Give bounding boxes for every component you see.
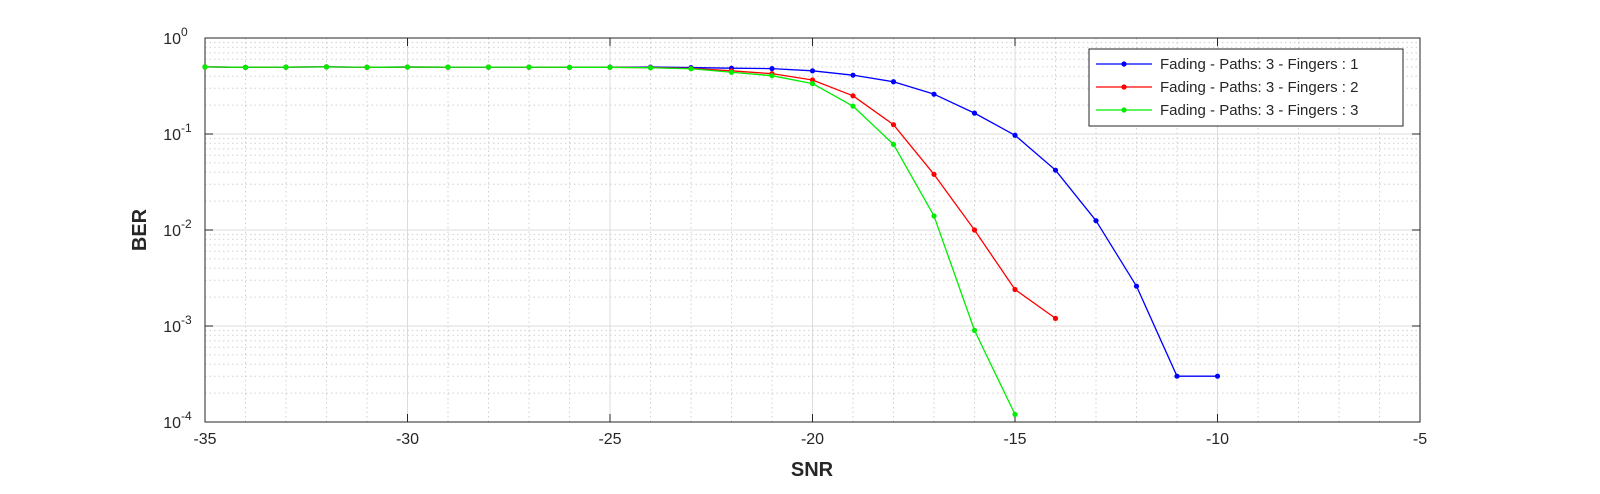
data-point (1174, 373, 1180, 379)
y-tick-exponent: -4 (181, 409, 192, 423)
legend-label-fingers-3: Fading - Paths: 3 - Fingers : 3 (1160, 102, 1358, 119)
legend: Fading - Paths: 3 - Fingers : 1 Fading -… (1088, 48, 1404, 127)
y-tick-exponent: -2 (181, 217, 192, 231)
data-point (971, 327, 978, 333)
legend-box (1088, 48, 1404, 127)
data-point (1012, 286, 1018, 293)
data-point (1012, 411, 1018, 417)
data-point (202, 64, 208, 70)
data-point (404, 64, 411, 70)
x-tick-label: -5 (1413, 431, 1427, 448)
data-point (1214, 373, 1221, 379)
y-tick-label: 10 (163, 415, 181, 432)
y-tick-label: 10 (163, 223, 181, 240)
data-point (485, 64, 492, 70)
data-point (526, 64, 532, 70)
data-point (1093, 218, 1099, 224)
legend-marker-fingers-2 (1121, 84, 1127, 90)
x-tick-label: -35 (193, 431, 216, 448)
x-tick-label: -10 (1206, 431, 1229, 448)
data-point (809, 80, 816, 87)
series-layer (202, 64, 1221, 417)
legend-marker-fingers-1 (1121, 61, 1127, 67)
data-point (1052, 167, 1059, 173)
data-point (647, 65, 654, 71)
legend-entry-fingers-2: Fading - Paths: 3 - Fingers : 2 (1096, 79, 1358, 96)
legend-entry-fingers-3: Fading - Paths: 3 - Fingers : 3 (1096, 102, 1358, 119)
data-point (809, 77, 816, 83)
data-point (566, 64, 573, 70)
y-tick-exponent: -3 (181, 313, 192, 327)
data-point (890, 141, 897, 147)
data-point (728, 69, 735, 75)
y-tick-label: 10 (163, 319, 181, 336)
legend-label-fingers-2: Fading - Paths: 3 - Fingers : 2 (1160, 79, 1358, 96)
y-tick-exponent: 0 (181, 25, 188, 39)
data-point (850, 103, 856, 109)
data-point (688, 66, 694, 72)
data-point (850, 93, 856, 99)
data-point (890, 79, 897, 85)
data-point (931, 171, 937, 177)
data-point (809, 68, 816, 74)
x-axis-label: SNR (791, 459, 834, 481)
data-point (931, 213, 937, 219)
data-point (364, 64, 370, 70)
data-point (607, 64, 613, 70)
data-point (1052, 315, 1059, 321)
x-tick-label: -25 (598, 431, 621, 448)
x-tick-label: -20 (801, 431, 824, 448)
data-point (890, 122, 897, 128)
data-point (931, 91, 937, 97)
legend-entry-fingers-1: Fading - Paths: 3 - Fingers : 1 (1096, 56, 1358, 73)
data-point (850, 72, 856, 78)
data-point (323, 64, 330, 70)
data-point (971, 227, 978, 233)
series-3 (202, 64, 1018, 417)
data-point (1012, 132, 1018, 138)
y-tick-label: 10 (163, 127, 181, 144)
legend-label-fingers-1: Fading - Paths: 3 - Fingers : 1 (1160, 56, 1358, 73)
y-axis-label: BER (129, 208, 151, 251)
y-tick-label: 10 (163, 31, 181, 48)
tick-marks (204, 37, 1421, 423)
x-tick-label: -15 (1003, 431, 1026, 448)
data-point (769, 73, 775, 79)
data-point (769, 66, 775, 72)
data-point (971, 110, 978, 116)
data-point (445, 64, 451, 70)
y-tick-exponent: -1 (181, 121, 192, 135)
x-tick-label: -30 (396, 431, 419, 448)
legend-marker-fingers-3 (1121, 107, 1127, 113)
data-point (283, 64, 289, 70)
data-point (1133, 283, 1140, 289)
data-point (242, 64, 249, 70)
x-tick-labels: -35 -30 -25 -20 -15 -10 -5 (193, 431, 1427, 448)
